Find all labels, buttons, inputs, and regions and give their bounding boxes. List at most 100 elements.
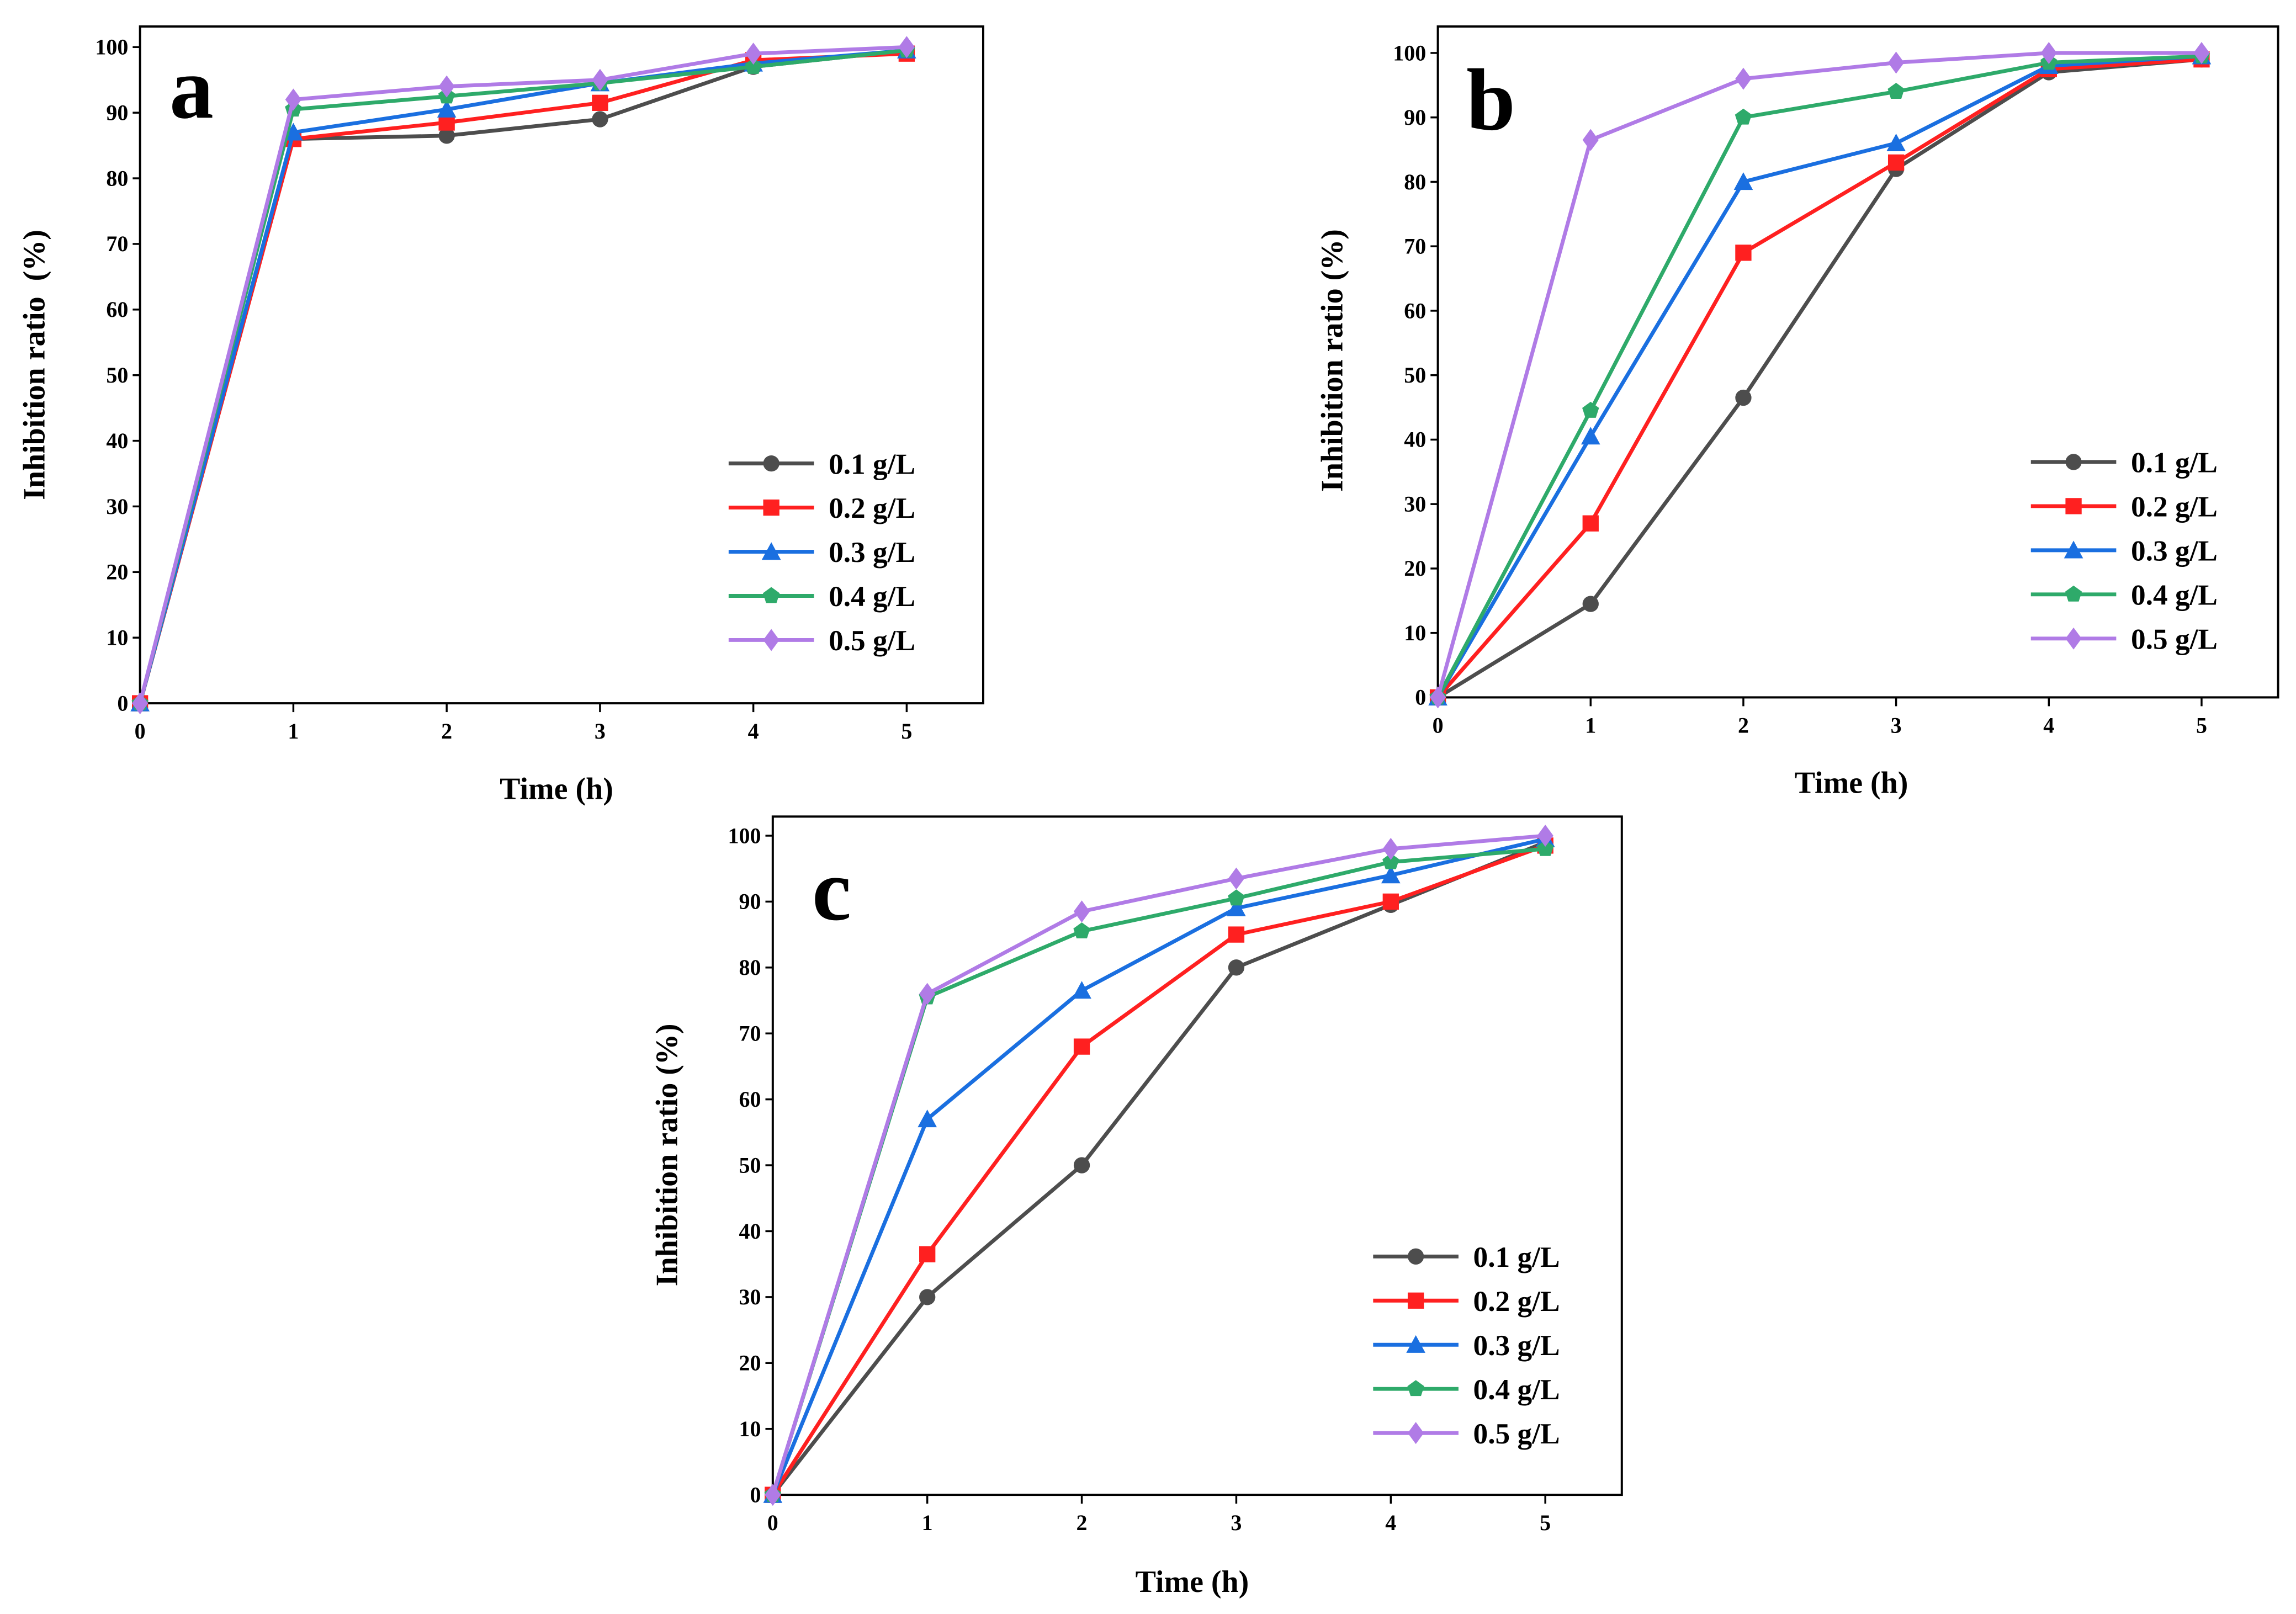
y-tick-label: 0 (117, 691, 128, 715)
data-point (1536, 840, 1554, 856)
legend-item: 0.5 g/L (728, 624, 915, 657)
legend-item: 0.4 g/L (728, 580, 915, 613)
data-point (1582, 596, 1599, 612)
data-point (438, 75, 455, 98)
legend-item: 0.3 g/L (2030, 535, 2218, 567)
series-0-5-g-L (1429, 41, 2210, 709)
x-axis-label: Time (h) (1136, 1565, 1249, 1599)
x-tick-label: 0 (767, 1510, 778, 1535)
x-tick-label: 4 (748, 719, 759, 744)
x-tick-label: 5 (2196, 713, 2207, 737)
y-tick-label: 90 (106, 100, 128, 125)
y-tick-label: 0 (1415, 685, 1426, 710)
y-tick-label: 70 (106, 231, 128, 256)
plot-frame (771, 815, 1623, 1496)
x-axis-label: Time (h) (1795, 766, 1908, 800)
legend-label: 0.2 g/L (829, 492, 915, 524)
series-line (138, 51, 907, 704)
y-tick-label: 80 (739, 955, 761, 980)
x-tick-label: 4 (2043, 713, 2054, 737)
data-point (918, 1109, 937, 1128)
legend-marker (2065, 627, 2082, 650)
data-point (1582, 401, 1599, 418)
y-tick-label: 100 (95, 35, 128, 60)
legend-marker (761, 542, 781, 560)
data-point (1228, 959, 1245, 976)
x-tick-label: 3 (1231, 1510, 1242, 1535)
legend-marker (1407, 1422, 1424, 1445)
data-point (1227, 899, 1246, 916)
legend-label: 0.4 g/L (829, 580, 915, 613)
panel-label: c (812, 841, 851, 939)
y-tick-label: 70 (1404, 234, 1426, 259)
data-point (1073, 1038, 1090, 1055)
data-point (1582, 515, 1599, 532)
data-point (1887, 154, 1905, 171)
y-tick-label: 50 (739, 1153, 761, 1177)
x-tick-label: 1 (288, 719, 299, 744)
legend-marker (763, 629, 780, 651)
data-point (438, 128, 455, 144)
data-point (1735, 67, 1752, 90)
y-tick-label: 40 (739, 1219, 761, 1244)
legend-label: 0.3 g/L (2131, 535, 2218, 567)
legend-item: 0.4 g/L (1373, 1373, 1560, 1406)
legend-label: 0.3 g/L (1473, 1329, 1560, 1362)
data-point (1735, 108, 1752, 125)
series-0-4-g-L (1429, 47, 2210, 705)
data-point (1073, 900, 1090, 923)
data-point (1429, 686, 1446, 709)
legend-item: 0.2 g/L (1373, 1285, 1560, 1318)
y-tick-label: 20 (739, 1351, 761, 1376)
x-tick-label: 2 (1077, 1510, 1088, 1535)
data-point (1887, 51, 1905, 74)
series-line (1436, 54, 2202, 699)
chart-panel-a: 0 10 20 30 40 50 60 70 80 90 100 0 1 2 3 4 5 Time (h) Inhi… (17, 25, 984, 806)
y-tick-label: 20 (106, 560, 128, 585)
series-0-4-g-L (131, 41, 915, 711)
data-point (919, 1289, 936, 1305)
data-point (745, 57, 762, 74)
y-tick-label: 10 (739, 1416, 761, 1441)
legend-marker (2065, 498, 2082, 514)
data-point (284, 123, 303, 141)
plot-frame (1436, 25, 2279, 699)
x-tick-label: 3 (595, 719, 606, 744)
data-point (1735, 245, 1752, 261)
series-line (138, 48, 907, 704)
data-point (132, 692, 149, 715)
legend-label: 0.1 g/L (1473, 1241, 1560, 1273)
series-line (1436, 54, 2202, 699)
panel-label: b (1466, 51, 1515, 149)
data-point (1228, 867, 1245, 890)
y-axis-label: Inhibition ratio (%) (1315, 229, 1349, 492)
legend-label: 0.1 g/L (2131, 447, 2218, 479)
data-point (1072, 981, 1091, 999)
series-line (771, 840, 1546, 1496)
x-axis-label: Time (h) (500, 772, 613, 806)
legend-item: 0.2 g/L (2030, 491, 2218, 523)
legend-item: 0.5 g/L (1373, 1417, 1560, 1450)
legend-item: 0.5 g/L (2030, 623, 2218, 655)
series-0-4-g-L (764, 840, 1554, 1502)
y-tick-label: 60 (106, 297, 128, 322)
panel-label: a (169, 39, 214, 137)
y-tick-label: 30 (106, 494, 128, 519)
x-tick-label: 2 (1738, 713, 1749, 737)
x-tick-label: 1 (1585, 713, 1596, 737)
data-point (1073, 922, 1090, 939)
y-tick-label: 90 (739, 889, 761, 914)
data-point (1733, 172, 1753, 190)
legend-label: 0.5 g/L (1473, 1417, 1560, 1450)
series-line (138, 48, 907, 704)
x-tick-label: 3 (1891, 713, 1902, 737)
y-tick-label: 30 (739, 1284, 761, 1309)
legend-label: 0.4 g/L (2131, 579, 2218, 612)
series-0-1-g-L (765, 834, 1553, 1503)
series-0-3-g-L (763, 829, 1555, 1503)
data-point (1382, 893, 1399, 910)
data-point (592, 94, 608, 112)
x-tick-label: 0 (135, 719, 146, 744)
data-point (1382, 853, 1399, 869)
y-tick-label: 10 (1404, 620, 1426, 645)
